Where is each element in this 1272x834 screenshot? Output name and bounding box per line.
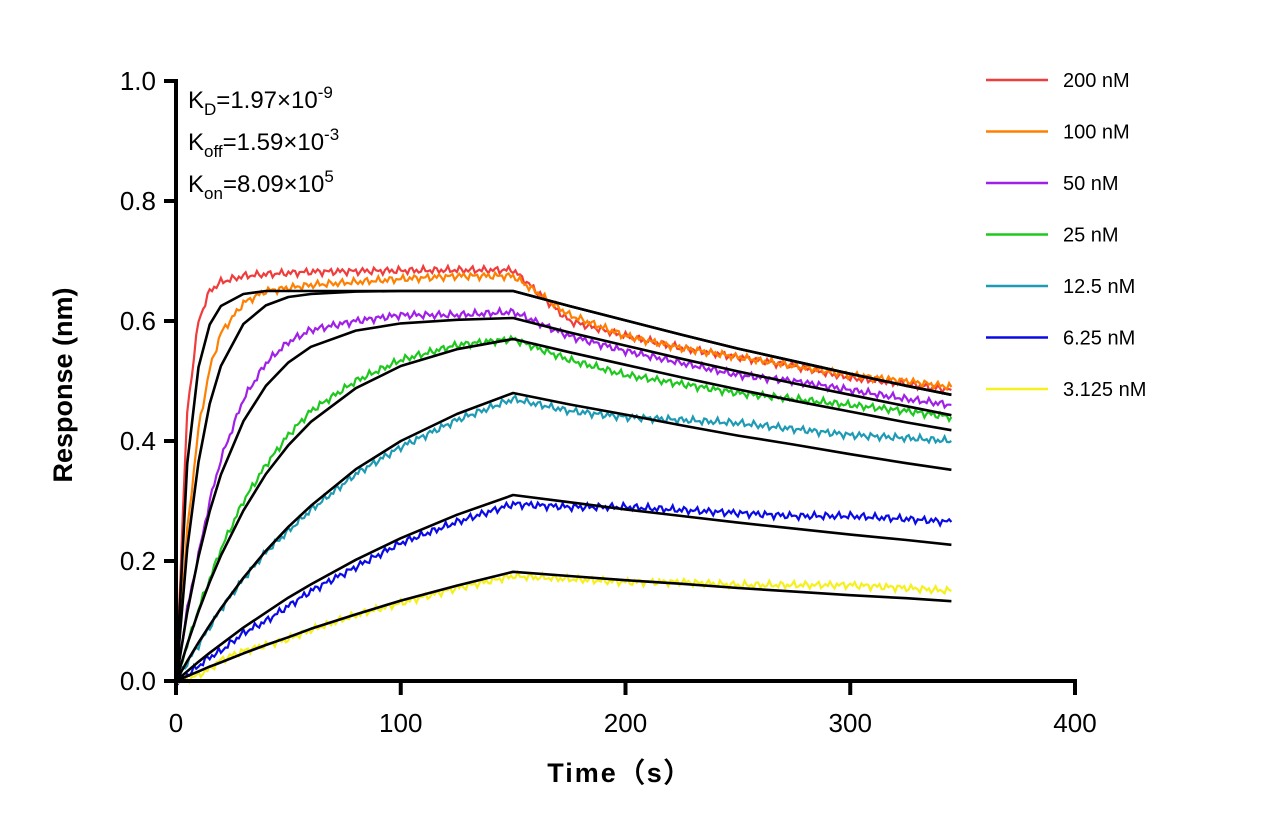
fit-line-6-25-nM bbox=[175, 493, 952, 682]
legend-item: 25 nM bbox=[986, 225, 1119, 247]
legend-item: 200 nM bbox=[986, 70, 1130, 92]
axes: 0.0 0.2 0.4 0.6 0.8 1.0 0 100 200 300 400 bbox=[120, 66, 1097, 738]
y-tick-label: 0.0 bbox=[120, 666, 156, 696]
fit-line-25-nM bbox=[174, 337, 952, 682]
series-line-200-nM bbox=[174, 263, 952, 682]
y-tick-label: 0.2 bbox=[120, 546, 156, 576]
x-tick-label: 300 bbox=[829, 708, 872, 738]
legend-item: 50 nM bbox=[986, 173, 1119, 195]
fit-curves bbox=[174, 289, 952, 683]
x-tick-label: 100 bbox=[379, 708, 422, 738]
fit-line-3-125-nM bbox=[175, 570, 952, 683]
kinetic-constant-D: KD=1.97×10-9 bbox=[188, 83, 333, 119]
series-line-3-125-nM bbox=[175, 569, 952, 685]
legend-label: 6.25 nM bbox=[1063, 328, 1135, 350]
legend-item: 3.125 nM bbox=[986, 379, 1146, 401]
legend-item: 12.5 nM bbox=[986, 276, 1135, 298]
kinetic-constant-on: Kon=8.09×105 bbox=[188, 167, 334, 203]
legend-label: 12.5 nM bbox=[1063, 276, 1135, 298]
legend-item: 100 nM bbox=[986, 122, 1130, 144]
y-tick-label: 1.0 bbox=[120, 66, 156, 96]
x-tick-label: 200 bbox=[604, 708, 647, 738]
fit-line-100-nM bbox=[174, 289, 952, 682]
legend-label: 100 nM bbox=[1063, 122, 1130, 144]
y-tick-label: 0.4 bbox=[120, 426, 156, 456]
y-tick-label: 0.6 bbox=[120, 306, 156, 336]
legend: 200 nM 100 nM 50 nM 25 nM 12.5 nM 6.25 nM 3.12… bbox=[986, 70, 1146, 401]
kinetic-constant-off: Koff=1.59×10-3 bbox=[188, 125, 339, 161]
legend-label: 50 nM bbox=[1063, 173, 1119, 195]
series-line-50-nM bbox=[174, 305, 952, 682]
y-axis-label: Response (nm) bbox=[48, 287, 78, 482]
fit-line-12-5-nM bbox=[174, 391, 952, 682]
legend-item: 6.25 nM bbox=[986, 328, 1135, 350]
legend-label: 25 nM bbox=[1063, 225, 1119, 247]
fit-line-50-nM bbox=[174, 316, 952, 682]
legend-label: 200 nM bbox=[1063, 70, 1130, 92]
y-tick-label: 0.8 bbox=[120, 186, 156, 216]
series-line-6-25-nM bbox=[175, 500, 953, 686]
x-tick-label: 0 bbox=[169, 708, 183, 738]
x-tick-label: 400 bbox=[1053, 708, 1096, 738]
kinetic-constants: KD=1.97×10-9 Koff=1.59×10-3 Kon=8.09×105 bbox=[188, 83, 339, 203]
series-line-100-nM bbox=[174, 270, 953, 682]
data-series bbox=[174, 263, 953, 686]
x-axis-label: Time（s） bbox=[547, 758, 693, 788]
legend-label: 3.125 nM bbox=[1063, 379, 1146, 401]
series-line-25-nM bbox=[174, 334, 953, 682]
fit-line-200-nM bbox=[174, 289, 952, 682]
series-line-12-5-nM bbox=[174, 393, 952, 682]
